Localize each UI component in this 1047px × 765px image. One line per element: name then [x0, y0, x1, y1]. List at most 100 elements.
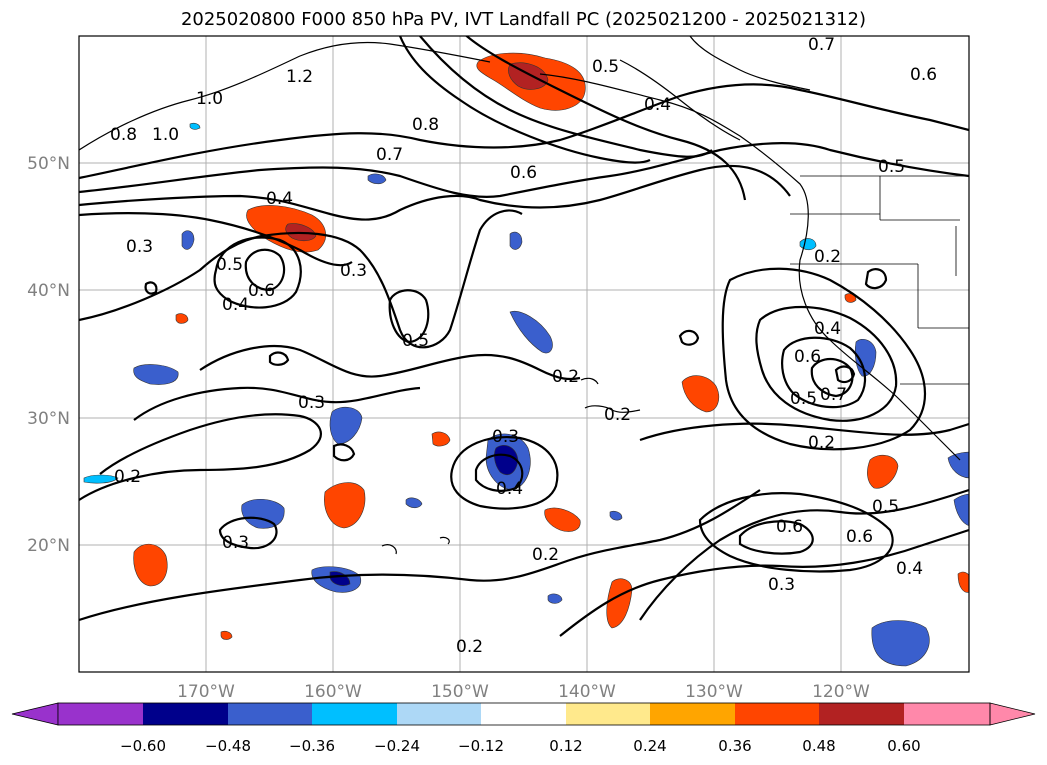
colorbar-tick-label: 0.48: [802, 737, 835, 755]
contour-label: 0.5: [592, 57, 619, 77]
colorbar-segment: [566, 703, 650, 725]
contour-label: 0.6: [248, 281, 275, 301]
negative-anomaly-patch: [953, 493, 969, 526]
colorbar-segment: [58, 703, 143, 725]
contour-label: 0.7: [808, 35, 835, 55]
colorbar-segment: [143, 703, 228, 725]
lat-tick: 20°N: [27, 536, 70, 556]
negative-core-patch: [494, 445, 519, 475]
contour-label: 0.3: [768, 575, 795, 595]
lon-tick: 150°W: [431, 682, 489, 702]
lon-tick: 140°W: [558, 682, 616, 702]
map-title: 2025020800 F000 850 hPa PV, IVT Landfall…: [180, 9, 867, 30]
pv-anomaly-fills: [83, 52, 969, 667]
coastlines: [79, 36, 961, 555]
colorbar-high-extension: [989, 702, 1036, 726]
contour-label: 0.4: [222, 295, 249, 315]
contour-label: 0.4: [266, 189, 293, 209]
positive-anomaly-patch: [220, 630, 233, 640]
contour-label: 0.3: [126, 237, 153, 257]
lat-tick: 40°N: [27, 281, 70, 301]
lat-tick: 30°N: [27, 409, 70, 429]
colorbar-tick-label: −0.60: [120, 737, 166, 755]
negative-anomaly-patch: [547, 593, 563, 604]
colorbar-tick-label: −0.36: [289, 737, 335, 755]
positive-anomaly-patch: [957, 571, 969, 593]
contour-label: 0.5: [402, 331, 429, 351]
negative-anomaly-patch: [329, 406, 363, 445]
negative-anomaly-patch: [189, 122, 201, 130]
contour-label: 0.6: [846, 527, 873, 547]
contour-label: 0.6: [776, 517, 803, 537]
negative-anomaly-patch: [871, 620, 930, 667]
positive-anomaly-patch: [681, 375, 719, 413]
contour-label: 0.4: [644, 95, 671, 115]
negative-anomaly-patch: [609, 510, 623, 521]
contour-label-group: 0.7 0.5 0.4 0.8 0.7 0.6 1.0 1.2 1.0 0.8 …: [110, 35, 937, 657]
colorbar-low-extension: [11, 702, 59, 726]
colorbar-segment: [397, 703, 481, 725]
colorbar-tick-label: −0.24: [374, 737, 420, 755]
colorbar-segment: [904, 703, 990, 725]
contour-label: 0.2: [114, 467, 141, 487]
contour-label: 0.2: [456, 637, 483, 657]
negative-anomaly-patch: [509, 231, 523, 250]
positive-anomaly-patch: [324, 482, 366, 529]
contour-label: 1.2: [286, 67, 313, 87]
colorbar-segment: [735, 703, 819, 725]
colorbar-tick-label: −0.48: [205, 737, 251, 755]
negative-anomaly-patch: [405, 497, 423, 509]
contour-label: 0.6: [910, 65, 937, 85]
latitude-ticks: 50°N 40°N 30°N 20°N: [27, 154, 70, 556]
contour-label: 0.6: [794, 347, 821, 367]
colorbar-tick-label: 0.36: [718, 737, 751, 755]
contour-label: 0.5: [878, 157, 905, 177]
longitude-ticks: 170°W 160°W 150°W 140°W 130°W 120°W: [177, 682, 870, 702]
positive-anomaly-patch: [606, 578, 633, 629]
contour-label: 0.3: [492, 427, 519, 447]
map-gridlines: [79, 36, 969, 672]
contour-label: 0.5: [872, 497, 899, 517]
negative-anomaly-patch: [509, 310, 553, 354]
lon-tick: 120°W: [812, 682, 870, 702]
contour-label: 0.4: [814, 319, 841, 339]
colorbar-segment: [650, 703, 735, 725]
pv-contour-lines: [79, 36, 969, 637]
contour-label: 0.2: [532, 545, 559, 565]
contour-label: 0.3: [340, 261, 367, 281]
lat-tick: 50°N: [27, 154, 70, 174]
map-plot-area: 0.7 0.5 0.4 0.8 0.7 0.6 1.0 1.2 1.0 0.8 …: [79, 35, 969, 672]
lon-tick: 130°W: [685, 682, 743, 702]
contour-label: 0.2: [552, 367, 579, 387]
contour-label: 0.4: [496, 479, 523, 499]
colorbar-segment: [819, 703, 904, 725]
positive-anomaly-patch: [844, 293, 857, 303]
negative-anomaly-patch: [133, 364, 179, 385]
colorbar-ticks: −0.60 −0.48 −0.36 −0.24 −0.12 0.12 0.24 …: [120, 737, 921, 755]
contour-label: 0.5: [790, 389, 817, 409]
lon-tick: 160°W: [304, 682, 362, 702]
colorbar-segment: [228, 703, 312, 725]
colorbar: −0.60 −0.48 −0.36 −0.24 −0.12 0.12 0.24 …: [11, 702, 1036, 755]
borders: [790, 175, 969, 385]
contour-label: 0.2: [604, 405, 631, 425]
positive-anomaly-patch: [867, 454, 899, 489]
positive-anomaly-patch: [544, 507, 581, 532]
contour-label: 0.8: [110, 125, 137, 145]
colorbar-tick-label: 0.24: [633, 737, 666, 755]
positive-anomaly-patch: [431, 431, 451, 447]
contour-label: 1.0: [196, 89, 223, 109]
negative-anomaly-patch: [181, 230, 195, 250]
negative-anomaly-patch: [367, 173, 387, 185]
colorbar-tick-label: 0.12: [549, 737, 582, 755]
contour-label: 0.2: [814, 247, 841, 267]
contour-label: 1.0: [152, 125, 179, 145]
contour-label: 0.2: [808, 433, 835, 453]
contour-label: 0.3: [222, 533, 249, 553]
contour-label: 0.3: [298, 393, 325, 413]
lon-tick: 170°W: [177, 682, 235, 702]
contour-label: 0.7: [820, 385, 847, 405]
contour-label: 0.4: [896, 559, 923, 579]
positive-anomaly-patch: [133, 543, 168, 587]
